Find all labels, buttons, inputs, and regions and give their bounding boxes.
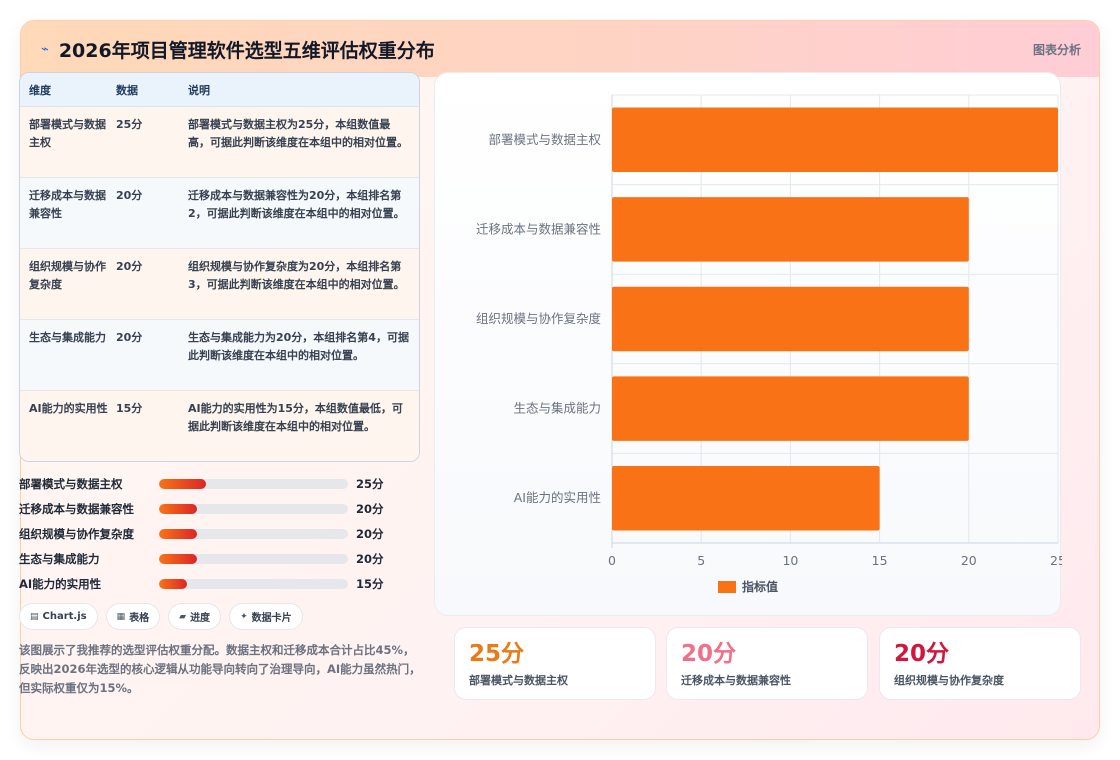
progress-value: 20分 [356, 551, 384, 566]
progress-track [159, 553, 348, 564]
summary-text: 该图展示了我推荐的选型评估权重分配。数据主权和迁移成本合计占比45%，反映出20… [19, 643, 421, 695]
x-tick-label: 15 [872, 553, 888, 568]
x-tick-label: 25 [1050, 553, 1062, 568]
header-dimension: 维度 [29, 83, 51, 97]
stat-label: 部署模式与数据主权 [469, 674, 568, 687]
row-description: 迁移成本与数据兼容性为20分，本组排名第2，可据此判断该维度在本组中的相对位置。 [188, 189, 405, 220]
progress-label: 组织规模与协作复杂度 [19, 526, 134, 541]
category-label: 组织规模与协作复杂度 [476, 311, 602, 326]
stat-value: 25分 [469, 641, 525, 667]
progress-value: 20分 [356, 501, 384, 516]
row-dimension: 组织规模与协作复杂度 [29, 260, 106, 291]
progress-track [159, 478, 348, 489]
chart-icon: ▤ [30, 611, 39, 622]
progress-fill [159, 578, 188, 589]
progress-fill [159, 478, 207, 489]
legend-label: 指标值 [742, 579, 778, 594]
row-description: 部署模式与数据主权为25分，本组数值最高，可据此判断该维度在本组中的相对位置。 [188, 118, 408, 149]
table-row: 迁移成本与数据兼容性 20分 迁移成本与数据兼容性为20分，本组排名第2，可据此判断… [20, 178, 419, 249]
progress-track [159, 528, 348, 539]
progress-fill [159, 553, 197, 564]
sparkle-icon: ⌁ [41, 41, 49, 57]
stat-value: 20分 [681, 641, 737, 667]
bar [612, 107, 1058, 173]
progress-row: 生态与集成能力 20分 [19, 546, 420, 571]
progress-track [159, 503, 348, 514]
data-table: 维度 数据 说明 部署模式与数据主权 25分 部署模式与数据主权为25分，本组数值最… [19, 72, 420, 462]
chip-row: ▤ Chart.js ▦ 表格 ▰ 进度 ✦ 数据卡片 [19, 603, 303, 630]
x-tick-label: 0 [608, 553, 616, 568]
stat-card: 20分迁移成本与数据兼容性 [666, 627, 868, 700]
table-header: 维度 数据 说明 [20, 73, 419, 107]
table-row: 组织规模与协作复杂度 20分 组织规模与协作复杂度为20分，本组排名第3，可据此判断… [20, 249, 419, 320]
progress-value: 20分 [356, 526, 384, 541]
chart-panel: 部署模式与数据主权迁移成本与数据兼容性 组织规模与协作复杂度生态与集成能力 AI能力… [434, 72, 1062, 616]
bar [612, 286, 969, 352]
row-value: 20分 [116, 189, 143, 202]
row-dimension: AI能力的实用性 [29, 402, 108, 415]
row-description: 生态与集成能力为20分，本组排名第4，可据此判断该维度在本组中的相对位置。 [188, 331, 409, 362]
header-value: 数据 [116, 83, 138, 97]
x-tick-label: 20 [961, 553, 977, 568]
page-title: 2026年项目管理软件选型五维评估权重分布 [58, 39, 435, 62]
chip-label: Chart.js [42, 611, 87, 622]
chip-table[interactable]: ▦ 表格 [105, 603, 161, 630]
progress-track [159, 578, 348, 589]
chip-label: 数据卡片 [251, 613, 292, 624]
row-value: 20分 [116, 260, 143, 273]
stat-card: 20分组织规模与协作复杂度 [879, 627, 1081, 700]
progress-fill [159, 528, 197, 539]
progress-value: 15分 [356, 576, 384, 591]
header-bar: ⌁ 2026年项目管理软件选型五维评估权重分布 图表分析 [21, 21, 1099, 77]
category-label: 迁移成本与数据兼容性 [476, 221, 601, 236]
progress-row: 组织规模与协作复杂度 20分 [19, 521, 420, 546]
table-row: 生态与集成能力 20分 生态与集成能力为20分，本组排名第4，可据此判断该维度在本组… [20, 320, 419, 391]
row-description: 组织规模与协作复杂度为20分，本组排名第3，可据此判断该维度在本组中的相对位置。 [188, 260, 405, 291]
stat-card: 25分部署模式与数据主权 [454, 627, 656, 700]
progress-row: AI能力的实用性 15分 [19, 571, 420, 596]
row-value: 20分 [116, 331, 143, 344]
row-dimension: 部署模式与数据主权 [29, 118, 106, 149]
x-tick-label: 10 [782, 553, 798, 568]
progress-fill [159, 503, 197, 514]
stat-label: 迁移成本与数据兼容性 [681, 674, 791, 687]
header-description: 说明 [188, 83, 210, 97]
table-row: AI能力的实用性 15分 AI能力的实用性为15分，本组数值最低，可据此判断该维度在… [20, 391, 419, 461]
bar [612, 465, 880, 531]
progress-icon: ▰ [179, 611, 187, 622]
table-row: 部署模式与数据主权 25分 部署模式与数据主权为25分，本组数值最高，可据此判断该维… [20, 107, 419, 178]
row-dimension: 生态与集成能力 [29, 331, 106, 344]
progress-label: 部署模式与数据主权 [19, 476, 123, 491]
legend-swatch [718, 581, 736, 593]
chip-progress[interactable]: ▰ 进度 [168, 603, 222, 630]
row-value: 25分 [116, 118, 143, 131]
chip-chart[interactable]: ▤ Chart.js [19, 603, 98, 630]
table-icon: ▦ [116, 611, 126, 622]
bar [612, 376, 969, 441]
category-label: 部署模式与数据主权 [488, 132, 601, 147]
row-description: AI能力的实用性为15分，本组数值最低，可据此判断该维度在本组中的相对位置。 [188, 402, 403, 433]
chart-analysis-tag: 图表分析 [1032, 42, 1081, 57]
bar [612, 197, 969, 262]
stat-label: 组织规模与协作复杂度 [894, 674, 1004, 687]
progress-label: AI能力的实用性 [19, 576, 102, 591]
row-value: 15分 [116, 402, 143, 415]
progress-label: 迁移成本与数据兼容性 [19, 501, 134, 516]
x-tick-label: 5 [697, 553, 705, 568]
card-icon: ✦ [240, 611, 248, 622]
progress-value: 25分 [356, 476, 384, 491]
chip-label: 表格 [129, 613, 150, 624]
category-label: 生态与集成能力 [513, 401, 601, 416]
row-dimension: 迁移成本与数据兼容性 [29, 189, 106, 220]
progress-row: 迁移成本与数据兼容性 20分 [19, 496, 420, 521]
category-label: AI能力的实用性 [514, 490, 601, 505]
stat-value: 20分 [894, 641, 950, 667]
chip-label: 进度 [190, 613, 211, 624]
progress-row: 部署模式与数据主权 25分 [19, 471, 420, 496]
chip-card[interactable]: ✦ 数据卡片 [229, 603, 303, 630]
progress-list: 部署模式与数据主权 25分 迁移成本与数据兼容性 20分 组织规模与协作复杂度 20分 生态… [19, 471, 420, 596]
progress-label: 生态与集成能力 [19, 551, 100, 566]
